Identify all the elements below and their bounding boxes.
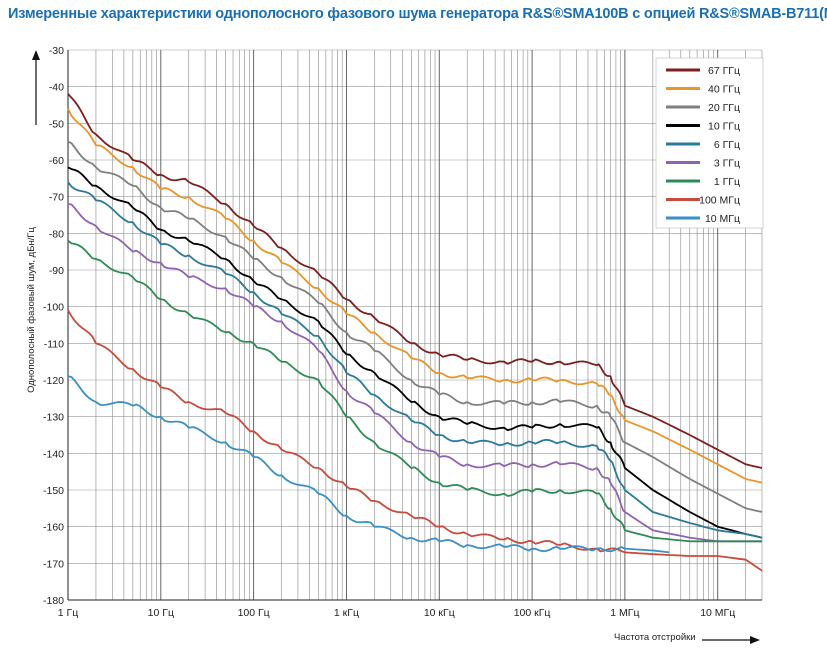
y-tick-label: -70 <box>49 192 64 204</box>
series-line <box>67 375 670 554</box>
y-axis-label: Однополосный фазовый шум, дБн/Гц <box>26 227 37 393</box>
y-tick-label: -30 <box>49 45 64 57</box>
chart-title: Измеренные характеристики однополосного … <box>8 6 827 22</box>
y-axis-arrow-icon <box>32 50 40 60</box>
legend-label: 6 ГГц <box>714 139 740 151</box>
y-tick-label: -170 <box>43 558 64 570</box>
series-lines <box>67 93 763 572</box>
legend-label: 40 ГГц <box>708 84 740 96</box>
legend-label: 1 ГГц <box>714 176 740 188</box>
y-tick-label: -160 <box>43 522 64 534</box>
grid <box>67 49 763 601</box>
legend: 67 ГГц 40 ГГц 20 ГГц 10 ГГц 6 ГГц 3 ГГц 1 ГГц 1… <box>655 57 764 229</box>
x-tick-label: 10 Гц <box>148 607 174 619</box>
series-line <box>67 181 763 539</box>
y-tick-label: -120 <box>43 375 64 387</box>
series-line <box>67 108 763 484</box>
y-tick-label: -60 <box>49 155 64 167</box>
x-tick-label: 10 МГц <box>700 607 735 619</box>
x-tick-label: 100 Гц <box>238 607 270 619</box>
legend-label: 10 ГГц <box>708 121 740 133</box>
y-tick-label: -80 <box>49 228 64 240</box>
y-tick-label: -40 <box>49 82 64 94</box>
x-tick-label: 100 кГц <box>514 607 551 619</box>
y-tick-label: -180 <box>43 595 64 607</box>
x-tick-label: 1 кГц <box>334 607 359 619</box>
x-tick-label: 10 кГц <box>424 607 455 619</box>
legend-label: 20 ГГц <box>708 102 740 114</box>
y-tick-label: -140 <box>43 448 64 460</box>
series-line <box>67 239 762 543</box>
y-tick-label: -50 <box>49 118 64 130</box>
series-line <box>67 166 763 539</box>
y-tick-label: -130 <box>43 412 64 424</box>
axes <box>32 50 762 644</box>
y-tick-label: -150 <box>43 485 64 497</box>
series-line <box>67 93 763 469</box>
y-tick-label: -110 <box>44 338 64 350</box>
tick-labels: -30 -40 -50 -60 -70 -80 -90 -100 -110 -120 -130 -14… <box>43 45 735 619</box>
y-tick-label: -90 <box>49 265 64 277</box>
legend-label: 100 МГц <box>699 195 740 207</box>
legend-label: 67 ГГц <box>708 65 740 77</box>
series-line <box>67 140 763 513</box>
series-line <box>67 203 762 543</box>
x-axis-arrow-icon <box>750 636 760 644</box>
x-tick-label: 1 Гц <box>58 607 78 619</box>
x-tick-label: 1 МГц <box>610 607 639 619</box>
x-axis-label: Частота отстройки <box>614 632 696 643</box>
legend-label: 10 МГц <box>705 213 740 225</box>
series-line <box>67 309 763 572</box>
y-tick-label: -100 <box>43 302 64 314</box>
legend-label: 3 ГГц <box>714 158 740 170</box>
